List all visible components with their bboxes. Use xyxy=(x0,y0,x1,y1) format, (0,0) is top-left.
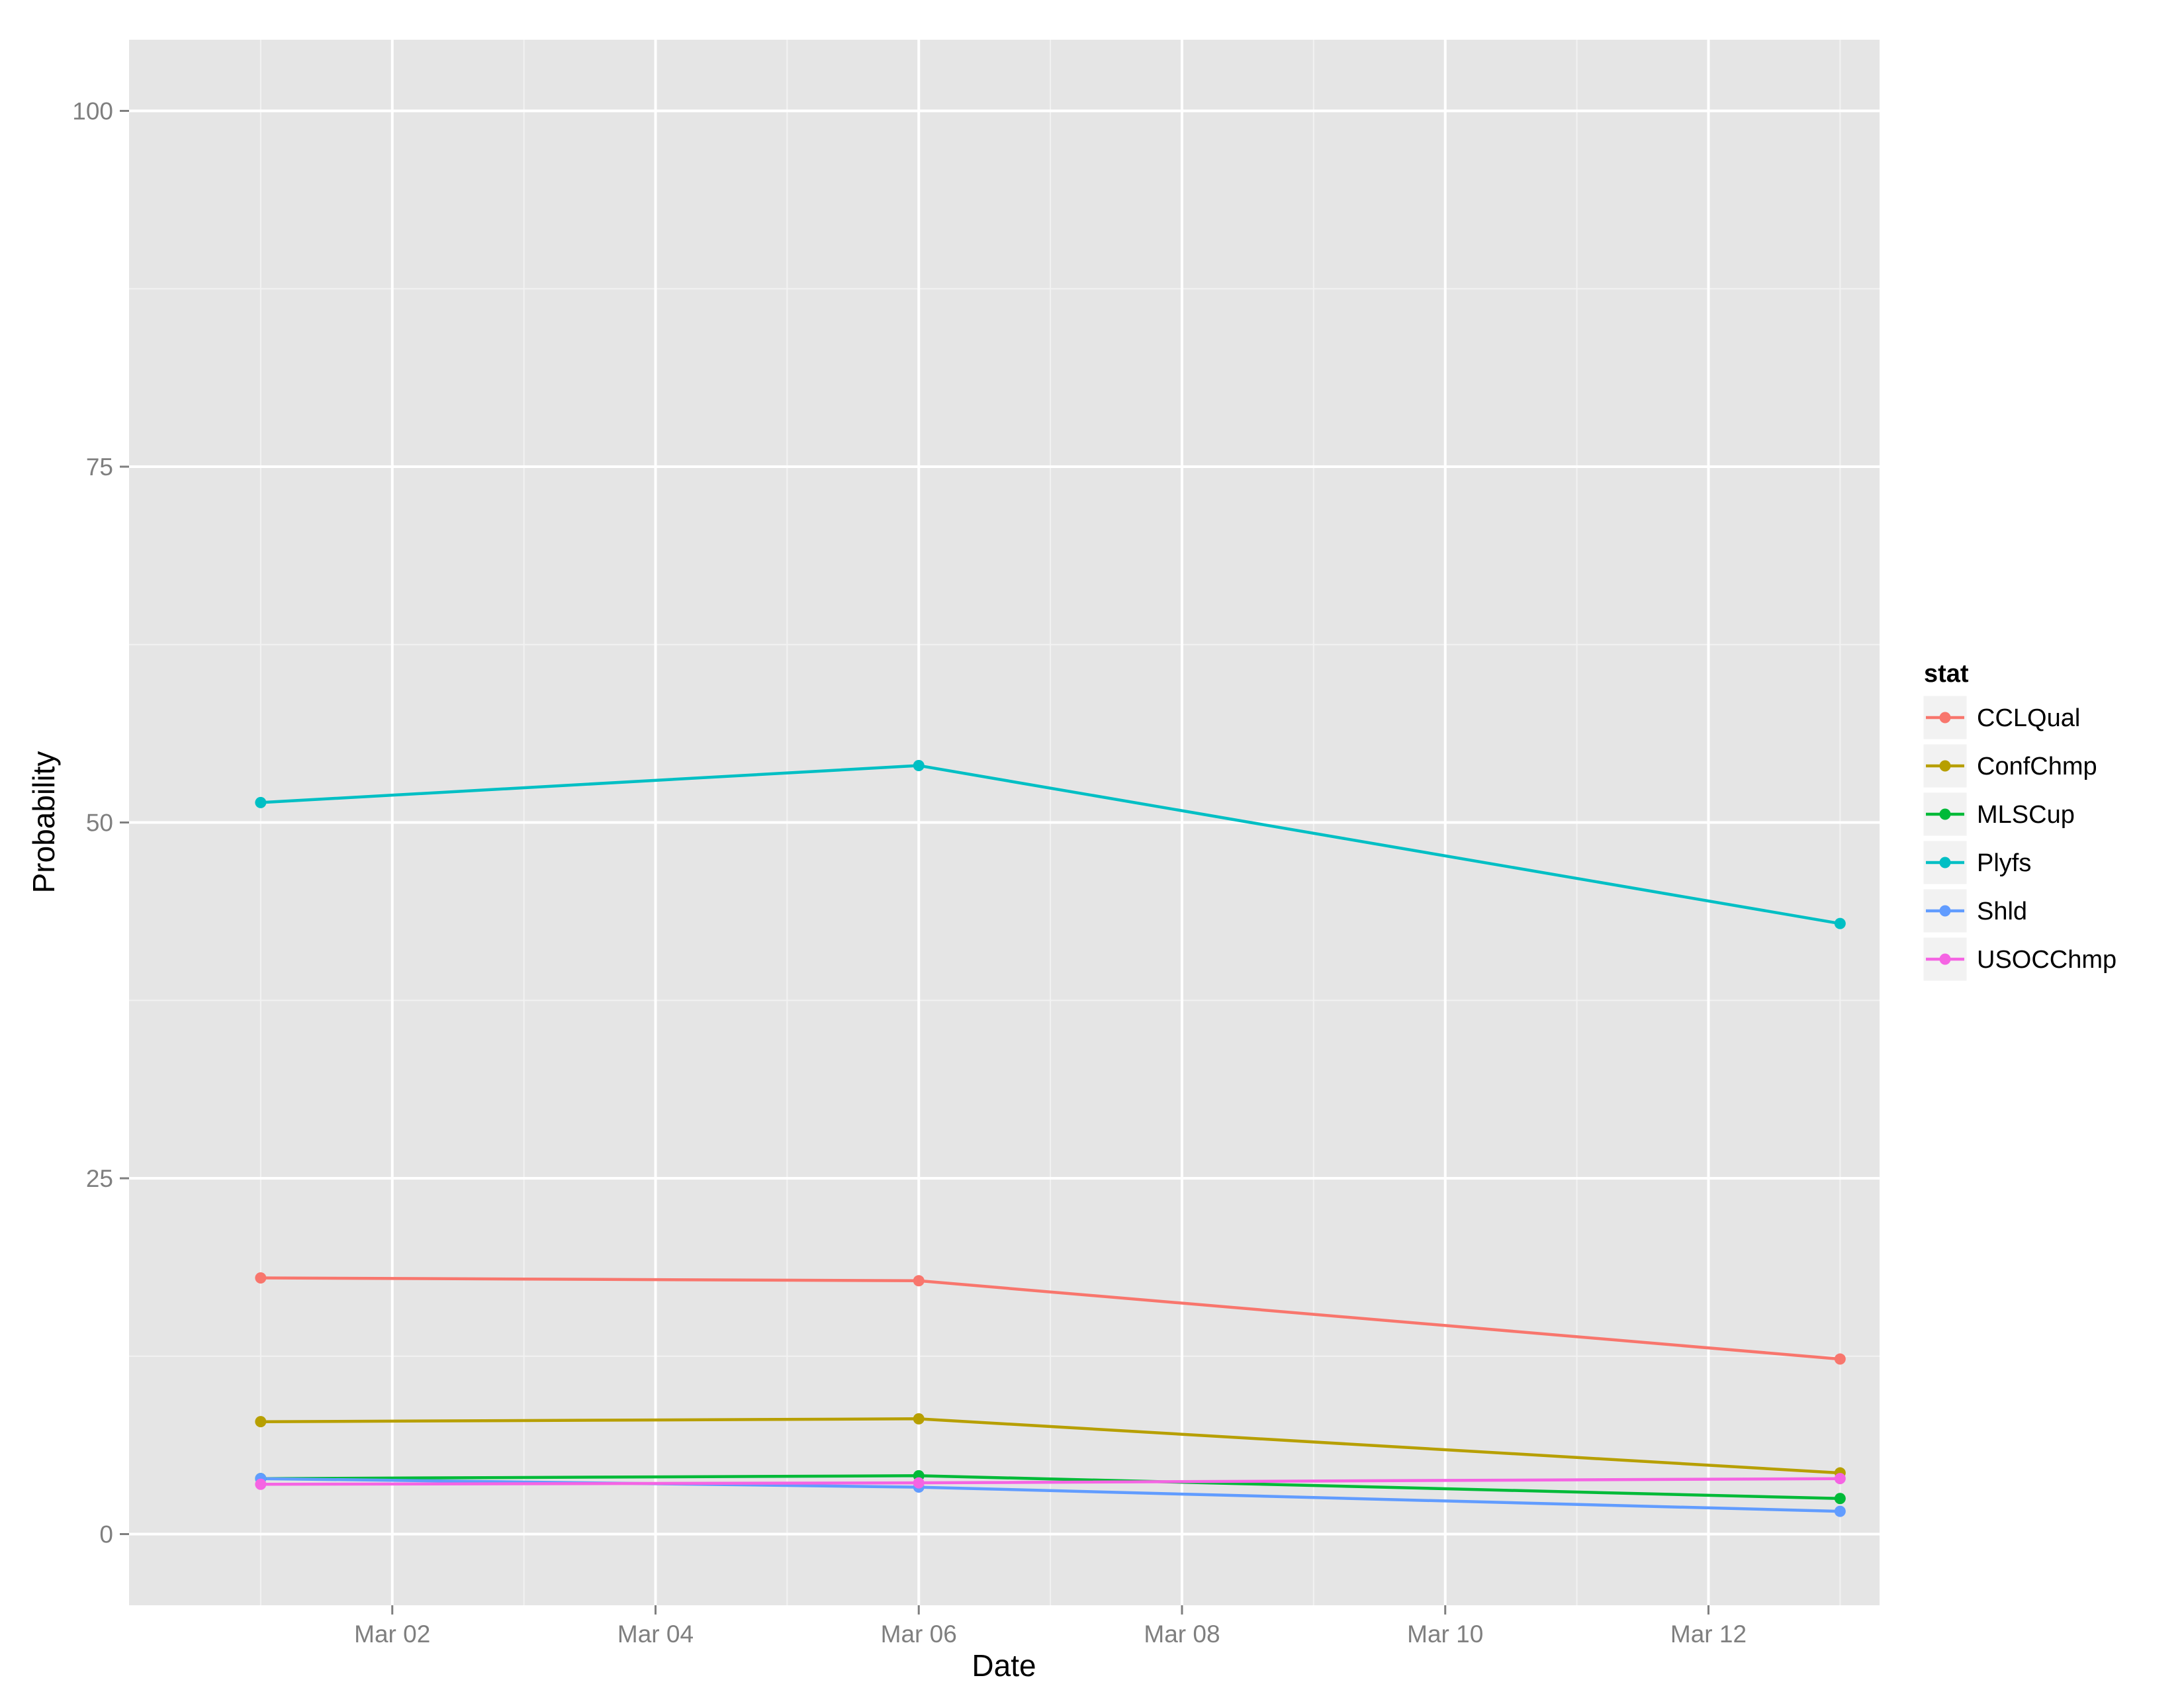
data-point-CCLQual xyxy=(255,1272,267,1284)
data-point-CCLQual xyxy=(913,1275,925,1287)
data-point-ConfChmp xyxy=(913,1413,925,1425)
x-tick-label: Mar 04 xyxy=(617,1620,694,1648)
x-tick-label: Mar 06 xyxy=(881,1620,957,1648)
legend-key-point-Shld xyxy=(1939,905,1951,917)
legend-key-point-CCLQual xyxy=(1939,712,1951,724)
legend-label-Shld: Shld xyxy=(1977,898,2027,925)
x-axis-ticks: Mar 02 Mar 04 Mar 06 Mar 08 Mar 10 Mar 12 xyxy=(354,1605,1747,1648)
y-tick-label: 0 xyxy=(99,1521,113,1548)
x-tick-label: Mar 10 xyxy=(1407,1620,1483,1648)
data-point-Plyfs xyxy=(1834,917,1846,929)
data-point-Plyfs xyxy=(913,760,925,771)
y-tick-label: 50 xyxy=(86,810,113,837)
y-axis-ticks: 0 25 50 75 100 xyxy=(72,98,129,1548)
x-tick-label: Mar 12 xyxy=(1670,1620,1747,1648)
legend-label-USOCChmp: USOCChmp xyxy=(1977,946,2116,974)
y-tick-label: 100 xyxy=(72,98,113,125)
legend-label-MLSCup: MLSCup xyxy=(1977,801,2075,829)
data-point-ConfChmp xyxy=(255,1416,267,1428)
x-tick-label: Mar 08 xyxy=(1144,1620,1220,1648)
data-point-USOCChmp xyxy=(913,1477,925,1489)
legend-label-CCLQual: CCLQual xyxy=(1977,704,2080,732)
x-tick-label: Mar 02 xyxy=(354,1620,430,1648)
data-point-USOCChmp xyxy=(255,1478,267,1490)
data-point-CCLQual xyxy=(1834,1353,1846,1365)
legend-key-point-ConfChmp xyxy=(1939,760,1951,772)
y-axis-title: Probability xyxy=(26,751,61,894)
legend-label-ConfChmp: ConfChmp xyxy=(1977,753,2097,780)
legend-key-point-USOCChmp xyxy=(1939,953,1951,965)
x-axis-title: Date xyxy=(972,1648,1036,1683)
legend-key-point-Plyfs xyxy=(1939,857,1951,868)
legend-title: stat xyxy=(1924,660,1969,688)
y-tick-label: 25 xyxy=(86,1165,113,1192)
legend-key-point-MLSCup xyxy=(1939,808,1951,820)
legend-label-Plyfs: Plyfs xyxy=(1977,849,2031,877)
data-point-MLSCup xyxy=(1834,1493,1846,1505)
y-tick-label: 75 xyxy=(86,453,113,481)
data-point-Plyfs xyxy=(255,796,267,808)
series-points xyxy=(255,760,1846,1517)
data-point-Shld xyxy=(1834,1505,1846,1517)
legend: stat CCLQual ConfChmp MLSCup Plyfs Shld USOCC… xyxy=(1921,660,2116,983)
major-gridlines xyxy=(129,40,1880,1605)
data-point-USOCChmp xyxy=(1834,1473,1846,1485)
